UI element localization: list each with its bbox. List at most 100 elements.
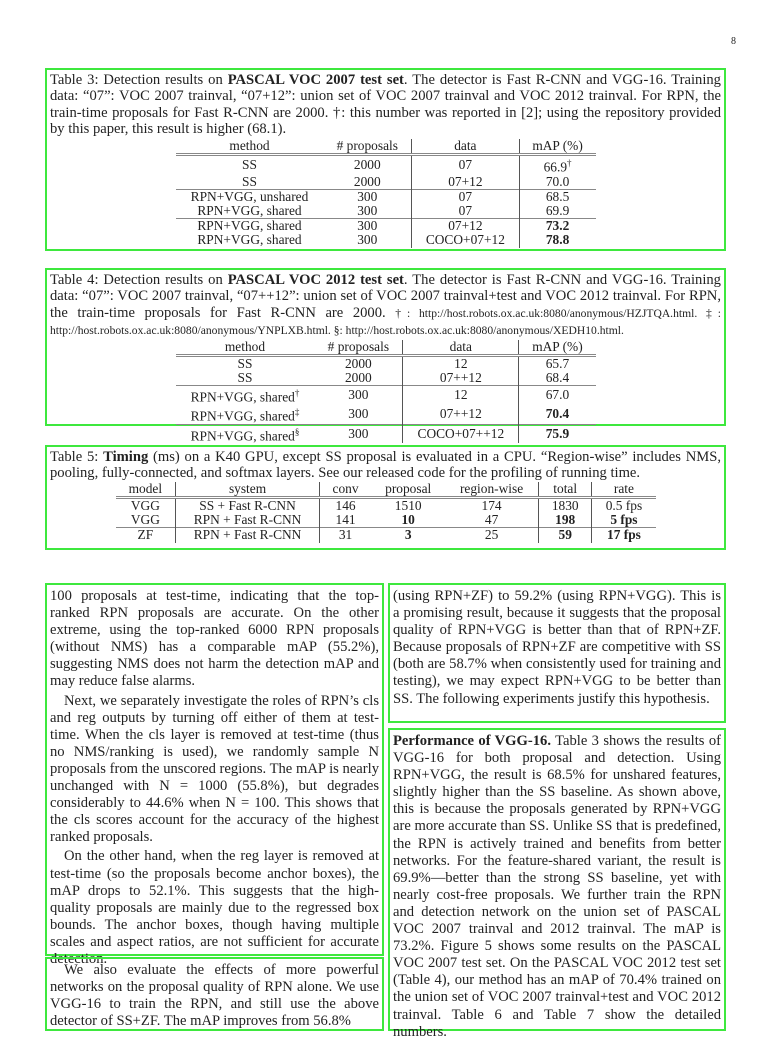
cell: 17 fps (591, 527, 656, 543)
column-header: model (115, 481, 176, 499)
left-column-block-2: We also evaluate the effects of more pow… (45, 957, 384, 1031)
table-row: SS 2000 07 66.9† (176, 154, 596, 175)
footnote-mark: † (294, 388, 300, 399)
cell: 1830 (538, 497, 592, 514)
caption-text: . The detector is Fast R-CNN and VGG-16.… (50, 272, 721, 321)
table-row: VGG SS + Fast R-CNN 146 1510 174 1830 0.5 fps (116, 497, 656, 514)
table-4: method # proposals data mAP (%) SS 2000 12 65.7… (175, 339, 596, 444)
table-row: VGG RPN + Fast R-CNN 141 10 47 198 5 fps (116, 513, 656, 528)
cell-data: 07++12 (402, 404, 519, 425)
right-column-block-1: (using RPN+ZF) to 59.2% (using RPN+VGG).… (388, 583, 726, 723)
cell-proposals: 300 (323, 188, 412, 204)
cell-method: RPN+VGG, shared† (175, 385, 315, 405)
cell-method: SS (237, 370, 253, 386)
cell-data: 07+12 (411, 218, 520, 234)
caption-text: . The detector is Fast R-CNN and VGG-16.… (50, 72, 721, 138)
table-header-row: method # proposals data mAP (%) (175, 339, 596, 357)
table-row: SS 2000 07++12 68.4 (176, 371, 596, 386)
cell: 5 fps (591, 513, 656, 528)
cell: 0.5 fps (591, 497, 656, 514)
cell-method: RPN+VGG, unshared (175, 188, 324, 204)
table-row: RPN+VGG, shared 300 07 69.9 (176, 202, 596, 219)
table-row: SS 2000 07+12 70.0 (176, 173, 596, 190)
cell-proposals: 300 (357, 202, 378, 218)
table-4-caption: Table 4: Detection results on PASCAL VOC… (47, 270, 724, 340)
caption-bold: PASCAL VOC 2007 test set (227, 72, 404, 88)
cell-method: RPN+VGG, shared (175, 218, 324, 234)
table-row: RPN+VGG, shared§ 300 COCO+07++12 75.9 (175, 423, 596, 444)
cell-method: RPN+VGG, shared§ (175, 423, 315, 444)
caption-bold: Timing (103, 449, 149, 465)
cell-proposals: 2000 (353, 157, 381, 173)
cell-proposals: 300 (357, 232, 378, 248)
cell-proposals: 300 (314, 423, 403, 444)
table-3-block: Table 3: Detection results on PASCAL VOC… (45, 68, 726, 251)
cell-proposals: 300 (314, 385, 403, 405)
cell-proposals: 300 (323, 218, 412, 234)
column-header: system (175, 481, 320, 499)
paragraph: (using RPN+ZF) to 59.2% (using RPN+VGG).… (393, 588, 721, 707)
table-4-block: Table 4: Detection results on PASCAL VOC… (45, 268, 726, 444)
caption-urls: †: http://host.robots.ox.ac.uk:8080/anon… (50, 306, 721, 338)
table-5-block: Table 5: Timing (ms) on a K40 GPU, excep… (45, 445, 726, 550)
column-header: mAP (%) (518, 138, 596, 156)
cell-method: RPN+VGG, shared (197, 202, 302, 218)
cell-map: 68.4 (518, 371, 596, 386)
cell: RPN + Fast R-CNN (175, 527, 320, 543)
table-row: ZF RPN + Fast R-CNN 31 3 25 59 17 fps (115, 527, 656, 543)
column-header: rate (591, 481, 656, 499)
column-header: # proposals (314, 339, 403, 357)
cell: 25 (445, 527, 539, 543)
cell: 146 (318, 497, 372, 514)
cell-proposals: 2000 (353, 173, 381, 189)
cell-map: 66.9† (518, 154, 596, 175)
cell-map: 65.7 (518, 355, 596, 372)
column-header: region-wise (445, 481, 539, 499)
cell-data: 07 (411, 154, 520, 175)
cell: 31 (318, 527, 372, 543)
cell-data: 07++12 (402, 371, 519, 386)
caption-text: Table 3: Detection results on (50, 72, 228, 88)
cell-method: SS (242, 173, 257, 189)
right-column-block-2: Performance of VGG-16. Table 3 shows the… (388, 728, 726, 1040)
table-header-row: model system conv proposal region-wise total r… (115, 481, 656, 499)
paragraph: On the other hand, when the reg layer is… (50, 848, 379, 967)
table-3-caption: Table 3: Detection results on PASCAL VOC… (47, 70, 724, 138)
cell-map: 70.0 (518, 174, 596, 190)
cell-method: RPN+VGG, shared (197, 232, 302, 248)
cell-data: 07 (411, 203, 520, 219)
column-header: conv (318, 481, 372, 499)
cell-method: RPN+VGG, shared‡ (190, 406, 300, 424)
cell-map: 70.4 (518, 404, 596, 425)
cell-proposals: 2000 (344, 355, 372, 371)
cell: SS + Fast R-CNN (175, 497, 320, 514)
table-row: RPN+VGG, shared 300 COCO+07+12 78.8 (176, 232, 596, 248)
table-row: RPN+VGG, shared 300 07+12 73.2 (175, 218, 596, 234)
table-3: method # proposals data mAP (%) SS 2000 07 66.9… (175, 138, 596, 248)
column-header: mAP (%) (518, 339, 596, 357)
cell: 10 (401, 512, 415, 528)
paragraph: Table 3 shows the results of VGG-16 for … (393, 733, 721, 1040)
cell: VGG (130, 498, 160, 514)
cell: 198 (538, 513, 592, 528)
cell: 47 (484, 512, 499, 528)
cell-map: 69.9 (518, 203, 596, 219)
table-5-caption: Table 5: Timing (ms) on a K40 GPU, excep… (47, 447, 724, 482)
caption-text: Table 5: (50, 449, 104, 465)
cell-map: 67.0 (518, 385, 596, 405)
cell: 59 (538, 527, 592, 543)
column-header: method (175, 138, 324, 156)
column-header: data (411, 138, 520, 156)
cell-data: 12 (402, 385, 519, 405)
paragraph: 100 proposals at test-time, indicating t… (50, 588, 379, 690)
caption-bold: PASCAL VOC 2012 test set (227, 272, 404, 288)
table-row: SS 2000 12 65.7 (176, 355, 596, 372)
column-header: total (538, 481, 592, 499)
paragraph: We also evaluate the effects of more pow… (50, 962, 379, 1030)
cell-method: SS (242, 157, 257, 173)
cell: ZF (115, 527, 176, 543)
paragraph: Next, we separately investigate the role… (50, 692, 379, 846)
cell-proposals: 2000 (344, 370, 372, 386)
cell: VGG (130, 512, 160, 528)
